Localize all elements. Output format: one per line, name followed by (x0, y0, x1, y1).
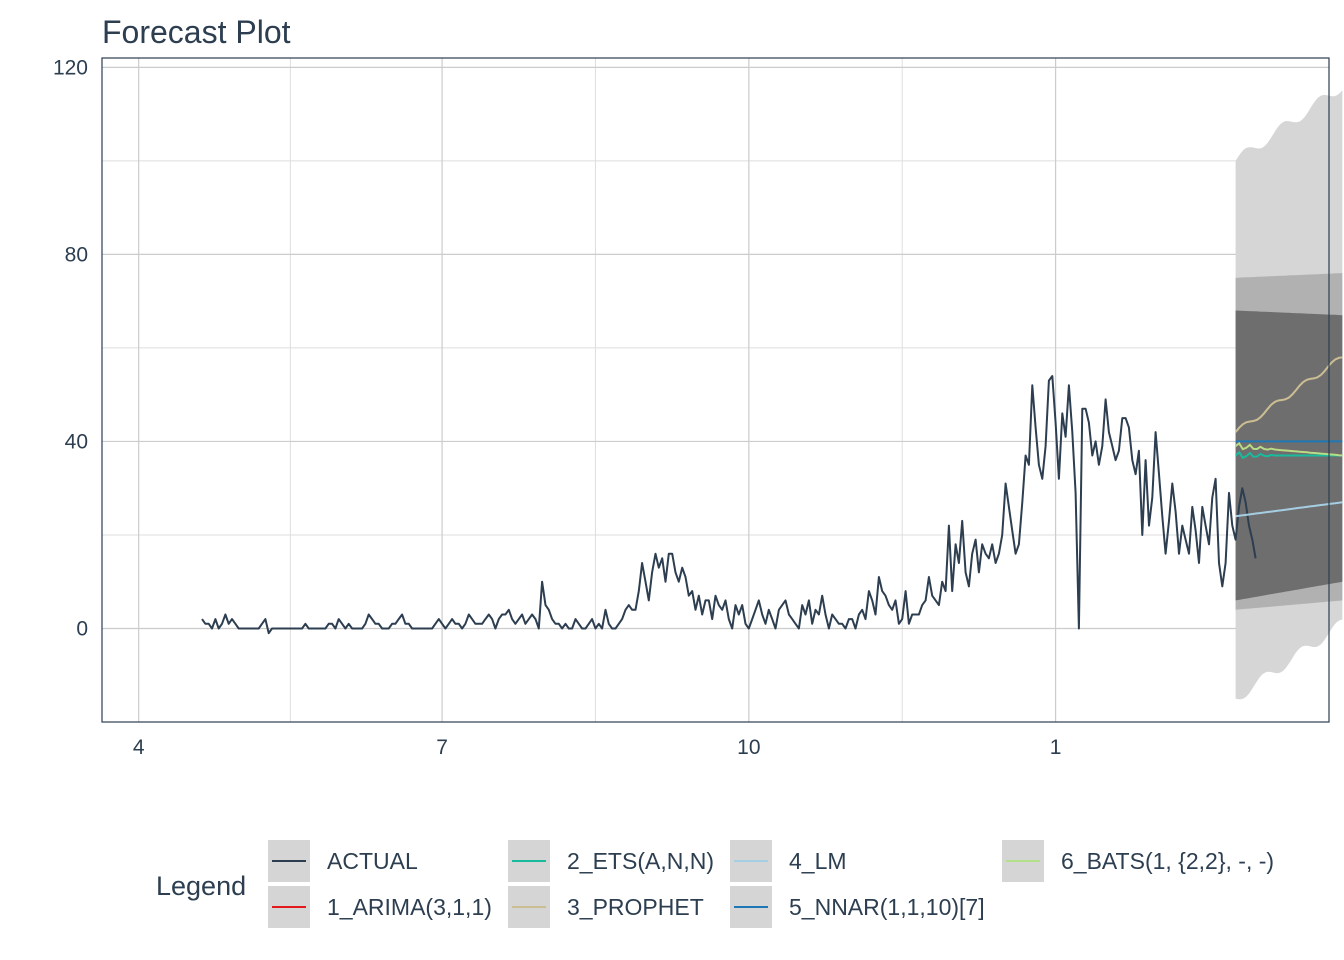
legend-item-nnar: 5_NNAR(1,1,10)[7] (730, 886, 985, 928)
x-tick-label: 1 (1050, 736, 1062, 759)
legend-label: 2_ETS(A,N,N) (567, 847, 714, 874)
legend-key (268, 886, 310, 928)
legend-label: 3_PROPHET (567, 893, 704, 920)
series-line-model-4 (1235, 501, 1343, 518)
series-line-model-3 (1234, 356, 1343, 433)
legend-label: 6_BATS(1, {2,2}, -, -) (1061, 847, 1275, 874)
legend: Legend ACTUAL 1_ARIMA(3,1,1) 2_ETS(A,N,N… (0, 835, 1344, 935)
y-tick-label: 40 (65, 430, 88, 453)
legend-label: 5_NNAR(1,1,10)[7] (789, 893, 985, 920)
x-tick-label: 10 (737, 736, 760, 759)
legend-key (508, 840, 550, 882)
y-tick-label: 120 (53, 56, 88, 79)
legend-label: 4_LM (789, 847, 847, 874)
legend-item-bats: 6_BATS(1, {2,2}, -, -) (1002, 840, 1274, 882)
legend-key (508, 886, 550, 928)
legend-item-arima: 1_ARIMA(3,1,1) (268, 886, 492, 928)
y-tick-label: 80 (65, 243, 88, 266)
legend-item-prophet: 3_PROPHET (508, 886, 704, 928)
legend-item-ets: 2_ETS(A,N,N) (508, 840, 714, 882)
legend-key (268, 840, 310, 882)
series-line-model-2 (1234, 450, 1343, 460)
y-tick-label: 0 (76, 617, 88, 640)
legend-key (730, 840, 772, 882)
legend-item-actual: ACTUAL (268, 840, 418, 882)
chart-canvas: 0 40 80 120 4 7 10 1 (53, 56, 1343, 759)
chart-title: Forecast Plot (102, 14, 291, 50)
series-line-actual (201, 375, 1257, 635)
plot-panel (102, 58, 1329, 722)
legend-label: 1_ARIMA(3,1,1) (327, 893, 492, 920)
legend-label: ACTUAL (327, 847, 418, 874)
legend-key (730, 886, 772, 928)
series-line-model-6 (1234, 441, 1343, 457)
plot-border (101, 57, 1330, 723)
x-tick-label: 7 (436, 736, 448, 759)
x-tick-label: 4 (133, 736, 145, 759)
legend-item-lm: 4_LM (730, 840, 847, 882)
legend-key (1002, 840, 1044, 882)
legend-title: Legend (156, 871, 247, 901)
